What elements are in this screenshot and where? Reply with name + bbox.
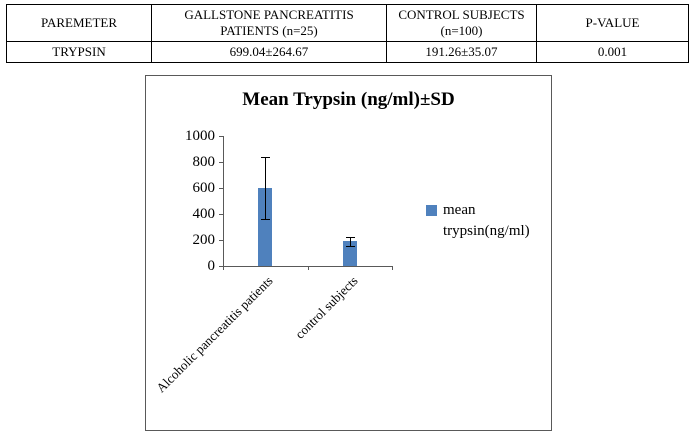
y-tick-label: 200 <box>192 232 216 248</box>
table-header-row: PAREMETER GALLSTONE PANCREATITIS PATIENTS… <box>6 4 689 42</box>
y-tick-mark <box>219 240 223 241</box>
results-table-header: PAREMETER GALLSTONE PANCREATITIS PATIENTS… <box>6 4 689 42</box>
y-tick-label: 800 <box>192 154 216 170</box>
x-tick-mark <box>392 266 393 270</box>
bar <box>258 188 272 266</box>
table-cell: TRYPSIN <box>6 41 152 63</box>
legend-color-swatch <box>426 205 437 216</box>
x-category-label: Alcoholic pancreatitis patients <box>153 273 276 396</box>
y-tick-mark <box>219 214 223 215</box>
table-header-cell: P-VALUE <box>536 4 689 42</box>
y-tick-mark <box>219 188 223 189</box>
chart-container: Mean Trypsin (ng/ml)±SD 0 200 400 600 800 100… <box>145 75 552 431</box>
table-header-cell: CONTROL SUBJECTS (n=100) <box>386 4 537 42</box>
y-tick-mark <box>219 266 223 267</box>
x-tick-mark <box>308 266 309 270</box>
chart-title: Mean Trypsin (ng/ml)±SD <box>242 89 455 110</box>
error-bar-cap-top <box>346 237 355 238</box>
table-cell: 0.001 <box>536 41 689 63</box>
table-header-cell: GALLSTONE PANCREATITIS PATIENTS (n=25) <box>151 4 387 42</box>
chart-legend: mean trypsin(ng/ml) <box>426 200 544 242</box>
y-tick-label: 600 <box>192 180 216 196</box>
results-table: PAREMETER GALLSTONE PANCREATITIS PATIENTS… <box>6 4 689 63</box>
y-tick-label: 0 <box>207 258 216 274</box>
error-bar-cap-bottom <box>261 219 270 220</box>
y-tick-label: 400 <box>192 206 216 222</box>
y-axis-line <box>223 136 224 267</box>
y-tick-label: 1000 <box>185 128 215 144</box>
table-cell: 699.04±264.67 <box>151 41 387 63</box>
table-row: TRYPSIN 699.04±264.67 191.26±35.07 0.001 <box>6 41 689 63</box>
table-header-cell: PAREMETER <box>6 4 152 42</box>
y-tick-mark <box>219 162 223 163</box>
y-tick-mark <box>219 136 223 137</box>
x-tick-mark <box>223 266 224 270</box>
plot-area: 0 200 400 600 800 1000 Alcoholic pancreatitis … <box>146 76 551 430</box>
table-cell: 191.26±35.07 <box>386 41 537 63</box>
bar <box>343 241 357 266</box>
error-bar-cap-top <box>261 157 270 158</box>
error-bar-line <box>350 237 351 246</box>
x-category-label: control subjects <box>292 273 361 342</box>
error-bar-line <box>265 157 266 219</box>
results-table-body: TRYPSIN 699.04±264.67 191.26±35.07 0.001 <box>6 41 689 63</box>
error-bar-cap-bottom <box>346 246 355 247</box>
legend-label: mean trypsin(ng/ml) <box>443 202 530 239</box>
